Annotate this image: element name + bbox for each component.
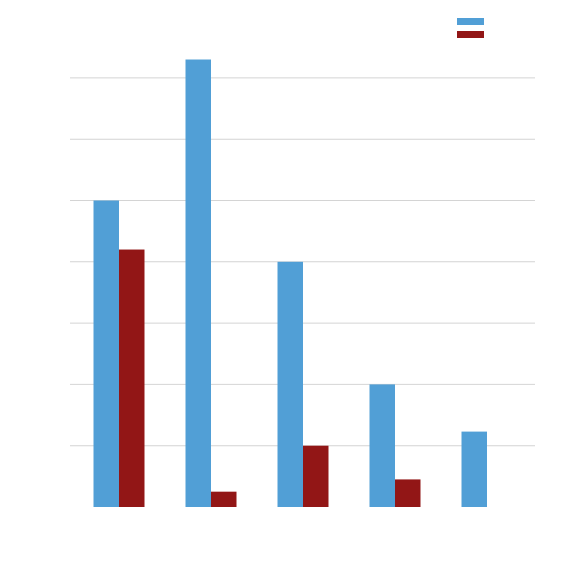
bar-series-2-group-1 <box>119 249 145 508</box>
bar-series-1-group-1 <box>93 200 119 507</box>
bar-series-1-group-3 <box>277 261 303 507</box>
legend-swatch-series-1 <box>457 18 484 25</box>
legend-swatch-series-2 <box>457 31 484 38</box>
bar-series-1-group-4 <box>369 384 395 507</box>
bar-series-2-group-2 <box>211 491 237 507</box>
bar-series-1-group-5 <box>461 431 487 507</box>
bar-series-1-group-2 <box>185 59 211 507</box>
bars <box>93 59 487 508</box>
legend <box>457 18 484 38</box>
bar-series-2-group-3 <box>303 445 329 507</box>
bar-series-2-group-4 <box>395 479 421 507</box>
